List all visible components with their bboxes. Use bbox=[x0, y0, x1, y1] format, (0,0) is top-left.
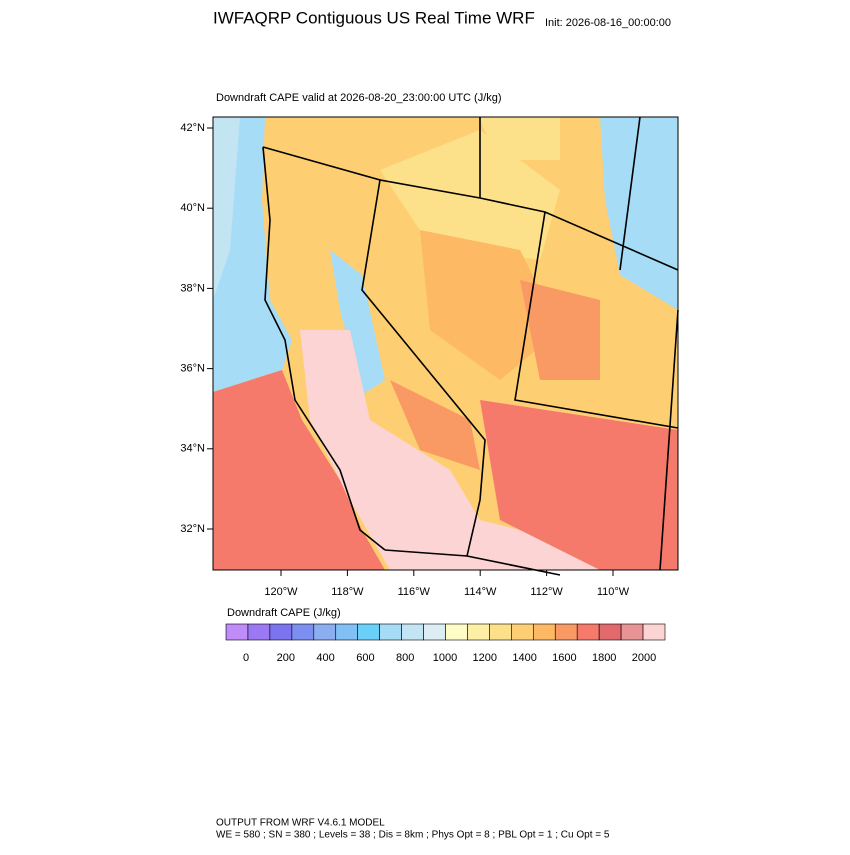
colorbar-label: 0 bbox=[243, 652, 249, 664]
colorbar-box bbox=[620, 623, 644, 641]
colorbar-label: 800 bbox=[396, 652, 414, 664]
colorbar-label: 400 bbox=[316, 652, 334, 664]
lat-label: 38°N bbox=[180, 282, 205, 294]
generated: 42°N 40°N 38°N 36°N 34°N 32°N 120°W 118°W 116°W 1… bbox=[180, 122, 666, 664]
map-frame bbox=[212, 116, 679, 571]
colorbar-label: 1200 bbox=[473, 652, 497, 664]
colorbar-label: 1600 bbox=[552, 652, 576, 664]
colorbar-box bbox=[335, 623, 359, 641]
colorbar-box bbox=[642, 623, 666, 641]
lon-label: 120°W bbox=[264, 586, 298, 598]
lat-label: 34°N bbox=[180, 443, 205, 455]
colorbar-title: Downdraft CAPE (J/kg) bbox=[227, 607, 341, 619]
colorbar-box bbox=[423, 623, 446, 641]
colorbar-label: 600 bbox=[356, 652, 374, 664]
colorbar-box bbox=[511, 623, 534, 641]
colorbar-label: 1800 bbox=[592, 652, 616, 664]
colorbar-box bbox=[598, 623, 622, 641]
lat-label: 32°N bbox=[180, 523, 205, 535]
lon-label: 110°W bbox=[597, 586, 630, 598]
colorbar-label: 1400 bbox=[512, 652, 536, 664]
colorbar-box bbox=[445, 623, 468, 641]
colorbar-box bbox=[576, 623, 600, 641]
colorbar-box bbox=[269, 623, 293, 641]
lon-label: 116°W bbox=[398, 586, 431, 598]
footer-line: WE = 580 ; SN = 380 ; Levels = 38 ; Dis … bbox=[216, 830, 610, 841]
colorbar-box bbox=[489, 623, 512, 641]
map-subtitle: Downdraft CAPE valid at 2026-08-20_23:00… bbox=[216, 92, 502, 104]
colorbar-box bbox=[401, 623, 424, 641]
colorbar-label: 200 bbox=[277, 652, 295, 664]
lon-label: 114°W bbox=[464, 586, 497, 598]
map-field bbox=[213, 117, 678, 570]
colorbar-box bbox=[379, 623, 402, 641]
colorbar-box bbox=[532, 623, 556, 641]
lat-label: 42°N bbox=[180, 122, 205, 134]
colorbar-box bbox=[225, 623, 249, 641]
lon-label: 118°W bbox=[331, 586, 364, 598]
init-time: Init: 2026-08-16_00:00:00 bbox=[545, 17, 671, 29]
colorbar-box bbox=[467, 623, 490, 641]
lat-label: 36°N bbox=[180, 363, 205, 375]
colorbar-box bbox=[313, 623, 337, 641]
title: IWFAQRP Contiguous US Real Time WRF bbox=[213, 8, 535, 27]
colorbar-box bbox=[291, 623, 315, 641]
lat-label: 40°N bbox=[180, 202, 205, 214]
colorbar-box bbox=[554, 623, 578, 641]
lon-label: 112°W bbox=[530, 586, 563, 598]
borders bbox=[262, 116, 679, 576]
colorbar-box bbox=[247, 623, 271, 641]
colorbar-box bbox=[357, 623, 380, 641]
colorbar-label: 2000 bbox=[632, 652, 656, 664]
colorbar-label: 1000 bbox=[433, 652, 457, 664]
footer-line: OUTPUT FROM WRF V4.6.1 MODEL bbox=[216, 818, 385, 829]
